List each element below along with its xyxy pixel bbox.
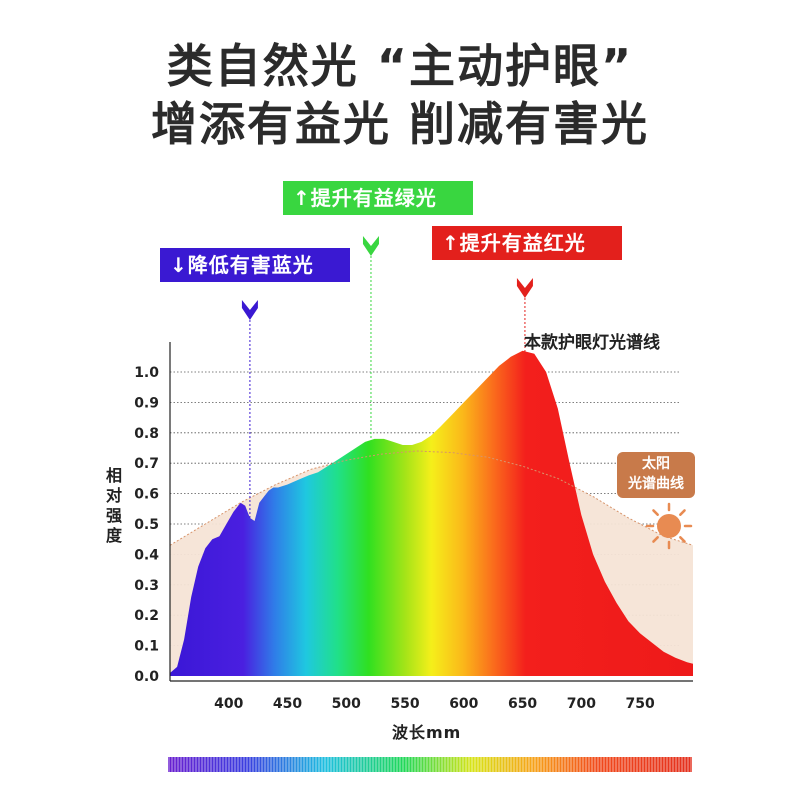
x-tick-label: 700	[567, 696, 596, 712]
axes	[169, 342, 693, 682]
headline-line-1: 类自然光 “主动护眼”	[166, 39, 634, 93]
arrow-down-icon	[362, 236, 379, 256]
x-tick-label: 450	[273, 696, 302, 712]
sun-icon	[645, 502, 693, 550]
sun-icon-core	[657, 514, 681, 538]
y-tick-label: 1.0	[134, 365, 159, 381]
y-tick-label: 0.2	[134, 608, 159, 624]
y-tick-label: 0.9	[134, 395, 159, 411]
x-axis-label: 波长mm	[392, 723, 462, 742]
y-tick-label: 0.6	[134, 487, 159, 503]
sun-icon-ray	[652, 536, 659, 543]
x-tick-label: 550	[390, 696, 419, 712]
x-tick-label: 750	[625, 696, 654, 712]
sun-icon-ray	[679, 509, 686, 516]
arrow-down-icon	[516, 278, 533, 298]
y-tick-label: 0.0	[134, 669, 159, 685]
lamp-spectrum-area	[170, 350, 693, 676]
arrow-down-icon	[241, 300, 258, 320]
tag-boost-green-light: ↑提升有益绿光	[283, 181, 473, 215]
y-axis-label: 相对强度	[105, 466, 122, 545]
sun-badge-line-2: 光谱曲线	[628, 476, 684, 492]
sun-badge-line-1: 太阳	[642, 456, 670, 472]
x-tick-label: 400	[214, 696, 243, 712]
sun-icon-ray	[679, 536, 686, 543]
sun-spectrum-line	[170, 450, 693, 546]
x-tick-label: 500	[332, 696, 361, 712]
tag-reduce-blue-light: ↓降低有害蓝光	[160, 248, 350, 282]
tag-boost-red-light: ↑提升有益红光	[432, 226, 622, 260]
sun-icon-ray	[652, 509, 659, 516]
y-tick-label: 0.8	[134, 426, 159, 442]
y-tick-label: 0.7	[134, 456, 159, 472]
y-tick-label: 0.3	[134, 578, 159, 594]
lamp-curve-label: 本款护眼灯光谱线	[524, 333, 660, 353]
sun-curve-badge: 太阳 光谱曲线	[617, 452, 695, 498]
x-tick-label: 650	[508, 696, 537, 712]
x-tick-label: 600	[449, 696, 478, 712]
y-tick-label: 0.1	[134, 639, 159, 655]
y-tick-label: 0.5	[134, 517, 159, 533]
y-tick-label: 0.4	[134, 547, 159, 563]
headline-line-2: 增添有益光 削减有害光	[150, 97, 649, 151]
